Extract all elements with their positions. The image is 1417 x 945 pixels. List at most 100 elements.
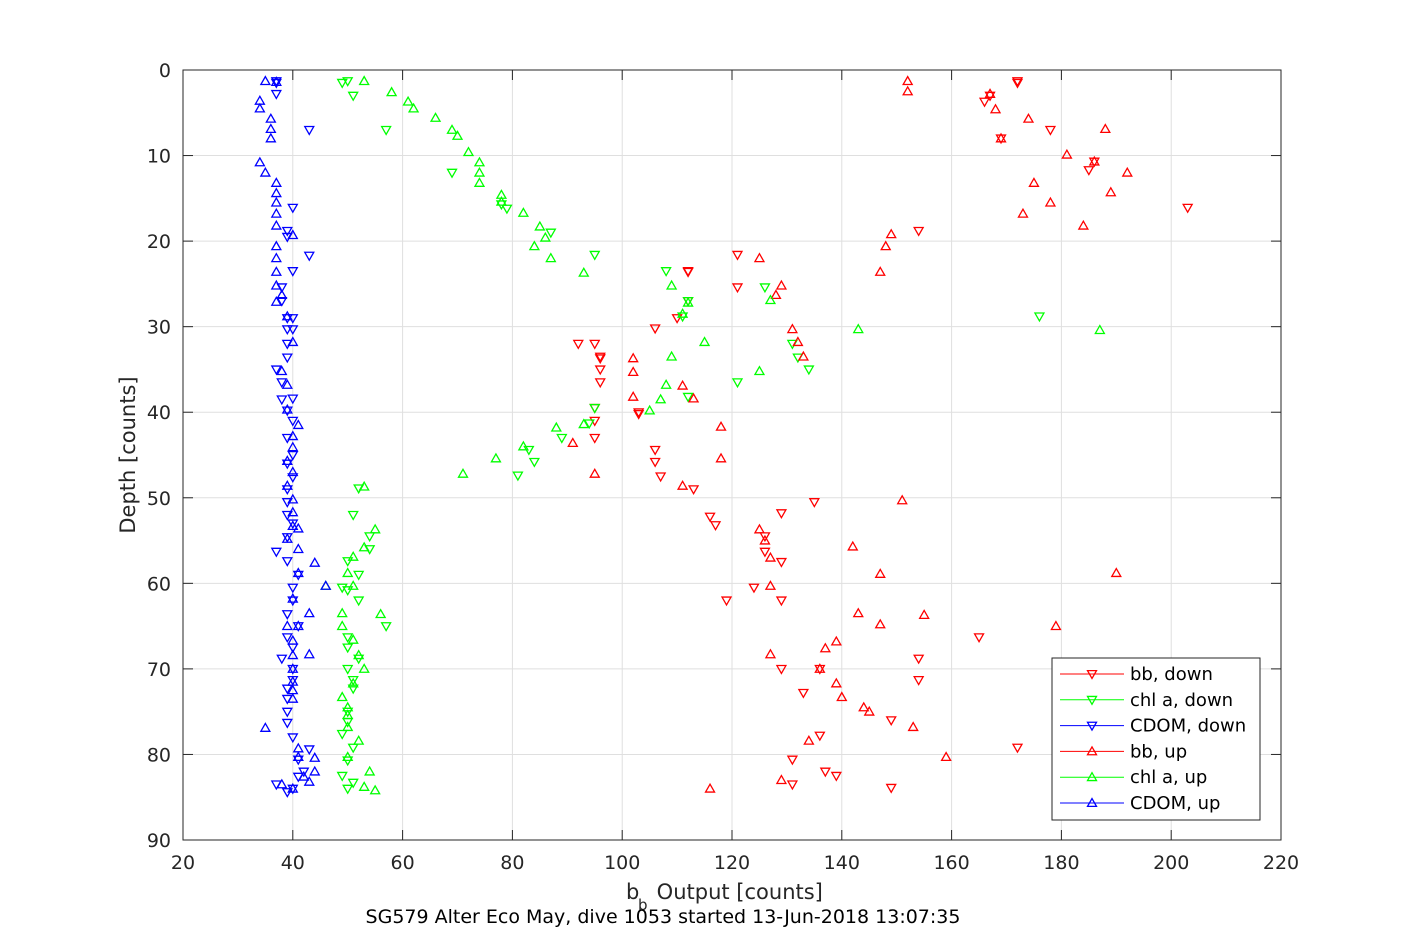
data-point bbox=[660, 379, 672, 389]
data-point bbox=[342, 643, 354, 654]
data-point bbox=[759, 547, 771, 558]
y-tick-label: 40 bbox=[147, 402, 171, 424]
data-point bbox=[358, 541, 370, 552]
data-point bbox=[495, 195, 508, 206]
data-point bbox=[298, 767, 310, 778]
series-bb-up bbox=[567, 75, 1133, 793]
data-point bbox=[292, 543, 304, 554]
data-point bbox=[578, 418, 590, 429]
legend-marker bbox=[1086, 721, 1098, 732]
data-point bbox=[627, 366, 639, 377]
data-point bbox=[589, 403, 601, 414]
data-point bbox=[874, 568, 886, 578]
data-point bbox=[550, 421, 562, 432]
data-point bbox=[336, 607, 348, 618]
data-point bbox=[786, 323, 799, 334]
data-point bbox=[342, 707, 354, 718]
y-tick-label: 30 bbox=[147, 317, 171, 339]
data-point bbox=[281, 633, 293, 644]
data-point bbox=[759, 534, 771, 545]
data-point bbox=[281, 479, 293, 490]
data-point bbox=[429, 112, 442, 122]
data-point bbox=[347, 91, 359, 102]
legend-label: chl a, down bbox=[1130, 690, 1233, 711]
data-point bbox=[281, 718, 293, 729]
legend-marker bbox=[1086, 695, 1098, 706]
data-point bbox=[1094, 324, 1106, 335]
legend-label: bb, down bbox=[1130, 664, 1213, 685]
y-tick-label: 10 bbox=[147, 146, 171, 168]
data-point bbox=[309, 752, 321, 762]
data-point bbox=[984, 88, 996, 98]
data-point bbox=[287, 473, 299, 484]
data-point bbox=[276, 378, 288, 389]
legend-label: bb, up bbox=[1130, 741, 1187, 762]
data-point bbox=[336, 729, 348, 740]
data-point bbox=[1028, 177, 1040, 187]
data-point bbox=[753, 523, 766, 534]
data-point bbox=[254, 102, 266, 113]
data-point bbox=[342, 633, 354, 644]
x-tick-label: 20 bbox=[171, 852, 195, 874]
data-point bbox=[995, 132, 1007, 143]
data-point bbox=[287, 782, 299, 793]
data-point bbox=[281, 455, 293, 466]
data-point bbox=[287, 596, 299, 607]
data-point bbox=[1077, 219, 1089, 230]
data-point bbox=[402, 95, 414, 106]
data-point bbox=[803, 734, 815, 745]
data-point bbox=[287, 441, 299, 452]
data-point bbox=[978, 97, 991, 108]
data-point bbox=[797, 350, 809, 361]
data-point bbox=[270, 187, 282, 198]
data-point bbox=[342, 784, 354, 795]
x-axis-title-rest: Output [counts] bbox=[650, 880, 823, 904]
data-point bbox=[287, 649, 299, 660]
data-point bbox=[347, 580, 359, 590]
data-point bbox=[1083, 166, 1095, 176]
data-point bbox=[852, 607, 864, 618]
data-point bbox=[451, 130, 464, 140]
data-point bbox=[336, 620, 348, 631]
data-point bbox=[287, 592, 299, 603]
data-point bbox=[287, 663, 299, 673]
data-point bbox=[885, 716, 897, 727]
data-point bbox=[594, 365, 606, 376]
data-point bbox=[281, 533, 293, 543]
data-point bbox=[303, 251, 315, 262]
data-point bbox=[819, 642, 831, 653]
x-tick-label: 200 bbox=[1153, 852, 1189, 874]
data-point bbox=[803, 365, 815, 376]
data-point bbox=[665, 279, 678, 290]
data-point bbox=[292, 620, 304, 631]
data-point bbox=[545, 228, 557, 239]
data-point bbox=[665, 350, 678, 361]
data-point bbox=[913, 675, 925, 686]
data-point bbox=[347, 675, 359, 686]
data-point bbox=[298, 770, 310, 781]
data-point bbox=[589, 433, 601, 444]
data-point bbox=[270, 177, 282, 187]
data-point bbox=[342, 721, 354, 732]
x-tick-label: 160 bbox=[933, 852, 969, 874]
data-point bbox=[358, 75, 370, 86]
data-point bbox=[753, 252, 766, 263]
data-point bbox=[731, 378, 744, 389]
data-point bbox=[457, 468, 469, 478]
data-point bbox=[364, 532, 376, 543]
x-tick-label: 220 bbox=[1263, 852, 1299, 874]
data-point bbox=[1022, 112, 1035, 123]
data-point bbox=[287, 466, 299, 477]
data-point bbox=[1121, 166, 1133, 177]
data-point bbox=[676, 308, 689, 318]
data-point bbox=[764, 294, 777, 305]
data-point bbox=[270, 252, 282, 263]
data-point bbox=[342, 567, 354, 578]
data-point bbox=[281, 325, 293, 336]
data-point bbox=[281, 620, 293, 631]
data-point bbox=[287, 325, 299, 336]
data-point bbox=[583, 419, 595, 430]
series-cdom-up bbox=[254, 75, 332, 793]
data-point bbox=[731, 283, 744, 294]
